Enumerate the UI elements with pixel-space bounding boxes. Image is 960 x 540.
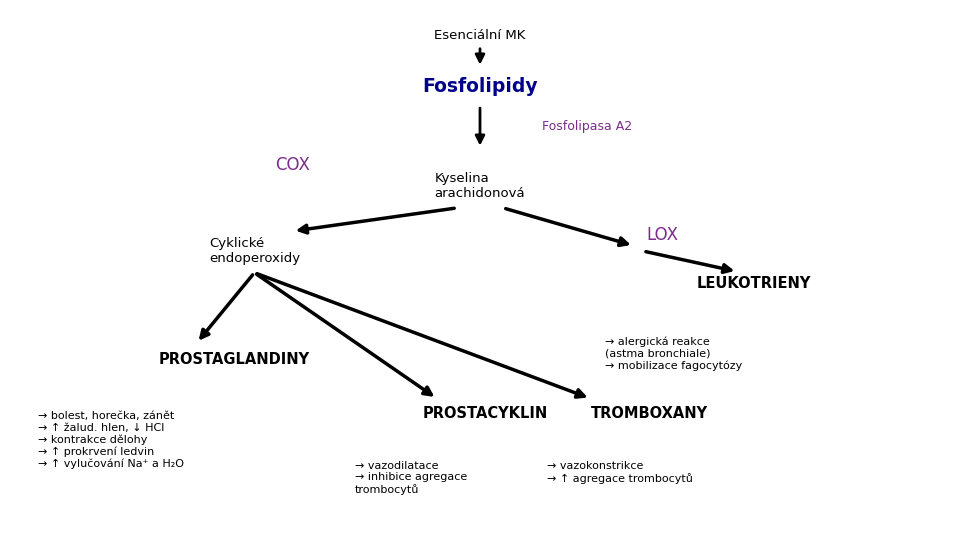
Text: → alergická reakce
(astma bronchiale)
→ mobilizace fagocytózy: → alergická reakce (astma bronchiale) → … bbox=[605, 336, 742, 371]
Text: → bolest, horečka, zánět
→ ↑ žalud. hlen, ↓ HCl
→ kontrakce dělohy
→ ↑ prokrvení: → bolest, horečka, zánět → ↑ žalud. hlen… bbox=[38, 411, 184, 469]
Text: Fosfolipasa A2: Fosfolipasa A2 bbox=[542, 120, 633, 133]
Text: LEUKOTRIENY: LEUKOTRIENY bbox=[696, 276, 811, 291]
Text: → vazodilatace
→ inhibice agregace
trombocytů: → vazodilatace → inhibice agregace tromb… bbox=[355, 461, 468, 495]
Text: TROMBOXANY: TROMBOXANY bbox=[590, 406, 708, 421]
Text: Cyklické
endoperoxidy: Cyklické endoperoxidy bbox=[209, 237, 300, 265]
Text: PROSTACYKLIN: PROSTACYKLIN bbox=[422, 406, 547, 421]
Text: LOX: LOX bbox=[646, 226, 679, 244]
Text: Fosfolipidy: Fosfolipidy bbox=[422, 77, 538, 96]
Text: Esenciální MK: Esenciální MK bbox=[434, 29, 526, 42]
Text: PROSTAGLANDINY: PROSTAGLANDINY bbox=[158, 352, 309, 367]
Text: Kyselina
arachidonová: Kyselina arachidonová bbox=[435, 172, 525, 200]
Text: → vazokonstrikce
→ ↑ agregace trombocytů: → vazokonstrikce → ↑ agregace trombocytů bbox=[547, 461, 693, 484]
Text: COX: COX bbox=[276, 156, 310, 174]
